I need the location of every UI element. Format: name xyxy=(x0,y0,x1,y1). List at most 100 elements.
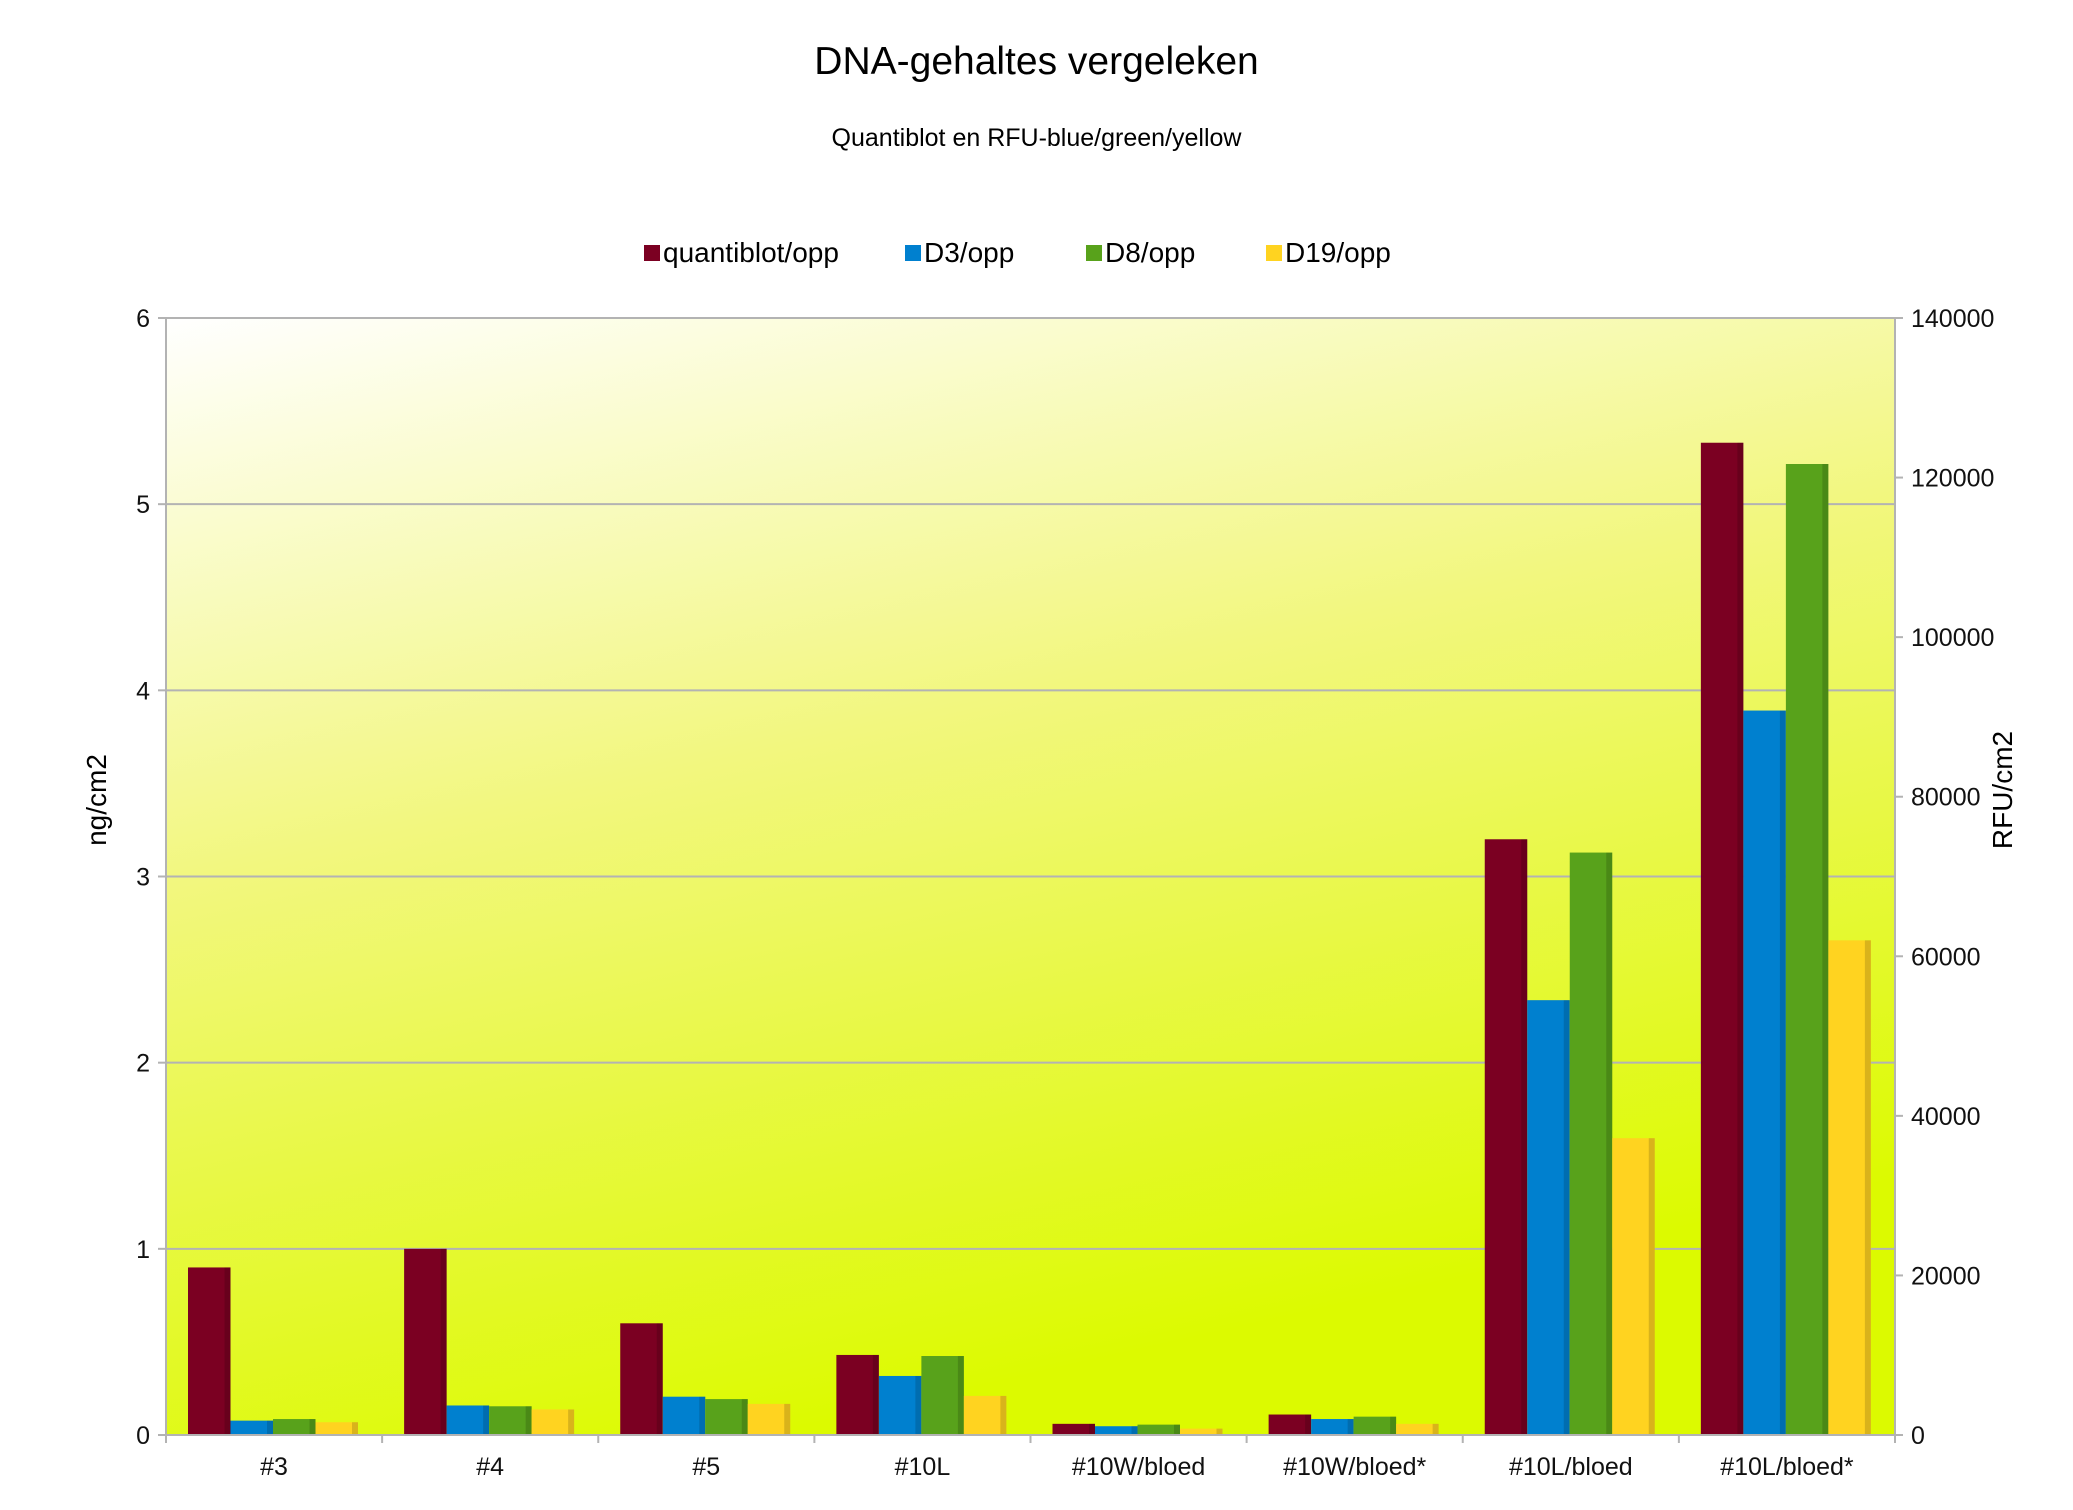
bar-shade xyxy=(224,1267,231,1435)
bar-d19-opp-7 xyxy=(1612,1138,1655,1435)
bar-shade xyxy=(872,1354,879,1435)
x-tick-label: #10L/bloed xyxy=(1509,1453,1633,1481)
chart-subtitle: Quantiblot en RFU-blue/green/yellow xyxy=(831,124,1242,152)
legend-label: D19/opp xyxy=(1285,237,1391,268)
bar-shade xyxy=(1737,442,1744,1435)
y-right-tick-label: 40000 xyxy=(1911,1103,1981,1131)
bar-shade xyxy=(915,1375,922,1435)
bar-d3-opp-7 xyxy=(1527,1000,1570,1435)
x-tick-label: #10L/bloed* xyxy=(1720,1453,1854,1481)
bar-d19-opp-3 xyxy=(747,1403,791,1435)
y-left-tick-label: 1 xyxy=(136,1236,150,1264)
bar-shade xyxy=(568,1409,575,1435)
bar-quantiblot-opp-4 xyxy=(836,1354,879,1435)
chart-title: DNA-gehaltes vergeleken xyxy=(814,40,1259,83)
bar-shade xyxy=(1432,1423,1439,1435)
legend-label: quantiblot/opp xyxy=(663,237,839,268)
bar-quantiblot-opp-7 xyxy=(1484,839,1528,1435)
y-right-tick-label: 20000 xyxy=(1911,1262,1981,1290)
y-left-tick-label: 4 xyxy=(136,677,150,705)
x-tick-label: #10W/bloed* xyxy=(1283,1453,1426,1481)
bar-d8-opp-3 xyxy=(705,1399,748,1435)
legend-item-d3: D3/opp xyxy=(905,237,1014,269)
bar-d3-opp-6 xyxy=(1311,1419,1354,1435)
legend-swatch xyxy=(905,245,921,261)
bar-shade xyxy=(1521,839,1528,1435)
bar-shade xyxy=(1390,1416,1397,1435)
y-right-tick-label: 60000 xyxy=(1911,943,1981,971)
bar-shade xyxy=(741,1399,748,1435)
bar-shade xyxy=(1864,940,1871,1435)
y-left-tick-label: 0 xyxy=(136,1422,150,1450)
bar-quantiblot-opp-2 xyxy=(404,1248,447,1435)
bar-d3-opp-5 xyxy=(1095,1426,1138,1435)
bar-shade xyxy=(309,1419,316,1435)
bar-shade xyxy=(267,1420,273,1435)
bar-shade xyxy=(699,1396,706,1435)
bar-d3-opp-4 xyxy=(878,1375,922,1435)
legend-swatch xyxy=(644,245,660,261)
bar-d19-opp-4 xyxy=(963,1395,1007,1435)
bar-d3-opp-3 xyxy=(662,1396,706,1435)
y-right-tick-label: 80000 xyxy=(1911,784,1981,812)
bar-shade xyxy=(1000,1395,1007,1435)
legend: quantiblot/opp D3/opp D8/opp D19/opp xyxy=(0,237,2073,273)
bar-d3-opp-1 xyxy=(230,1420,273,1435)
bar-quantiblot-opp-8 xyxy=(1700,442,1744,1435)
legend-label: D3/opp xyxy=(924,237,1015,268)
legend-swatch xyxy=(1266,245,1282,261)
bar-d19-opp-5 xyxy=(1180,1428,1223,1435)
y-axis-left-title: ng/cm2 xyxy=(81,754,112,846)
bar-shade xyxy=(1305,1414,1312,1435)
y-left-tick-label: 5 xyxy=(136,491,150,519)
y-left-tick-label: 3 xyxy=(136,864,150,892)
bar-shade xyxy=(440,1248,447,1435)
y-right-tick-label: 120000 xyxy=(1911,465,1994,493)
y-left-tick-label: 2 xyxy=(136,1050,150,1078)
bar-quantiblot-opp-1 xyxy=(188,1267,231,1435)
legend-item-quantiblot: quantiblot/opp xyxy=(644,237,839,269)
legend-label: D8/opp xyxy=(1105,237,1196,268)
y-right-tick-label: 0 xyxy=(1911,1422,1925,1450)
legend-item-d19: D19/opp xyxy=(1266,237,1391,269)
bar-d8-opp-8 xyxy=(1785,464,1829,1436)
bar-d8-opp-7 xyxy=(1569,852,1613,1435)
x-tick-label: #4 xyxy=(476,1453,504,1481)
bar-shade xyxy=(1606,852,1613,1435)
bar-shade xyxy=(525,1406,532,1435)
legend-swatch xyxy=(1086,245,1102,261)
bar-d8-opp-5 xyxy=(1137,1424,1180,1435)
bar-shade xyxy=(957,1356,964,1435)
bar-shade xyxy=(1648,1138,1655,1435)
bar-d19-opp-2 xyxy=(531,1409,575,1435)
bar-shade xyxy=(1822,464,1829,1436)
bar-shade xyxy=(1131,1426,1138,1435)
bar-shade xyxy=(1216,1428,1223,1435)
bar-d19-opp-6 xyxy=(1396,1423,1439,1435)
bar-shade xyxy=(1779,710,1786,1435)
bar-shade xyxy=(784,1403,791,1435)
bar-shade xyxy=(1174,1424,1180,1435)
y-left-tick-label: 6 xyxy=(136,305,150,333)
x-tick-label: #10W/bloed xyxy=(1072,1453,1205,1481)
y-right-tick-label: 140000 xyxy=(1911,305,1994,333)
bar-d3-opp-8 xyxy=(1743,710,1786,1435)
legend-item-d8: D8/opp xyxy=(1086,237,1195,269)
bar-shade xyxy=(1089,1423,1095,1435)
bar-shade xyxy=(656,1323,663,1435)
bar-shade xyxy=(1563,1000,1570,1435)
bar-shade xyxy=(1347,1419,1354,1435)
x-tick-label: #5 xyxy=(692,1453,720,1481)
bar-quantiblot-opp-3 xyxy=(620,1323,663,1435)
bar-quantiblot-opp-5 xyxy=(1052,1423,1095,1435)
bar-d8-opp-2 xyxy=(489,1406,532,1435)
y-axis-right-title: RFU/cm2 xyxy=(1987,730,2018,850)
bar-d19-opp-8 xyxy=(1828,940,1871,1435)
y-right-tick-label: 100000 xyxy=(1911,624,1994,652)
bar-d8-opp-6 xyxy=(1353,1416,1397,1435)
bars xyxy=(188,442,1871,1436)
bar-d8-opp-4 xyxy=(921,1356,964,1435)
x-tick-label: #3 xyxy=(260,1453,288,1481)
bar-d19-opp-1 xyxy=(315,1422,358,1435)
